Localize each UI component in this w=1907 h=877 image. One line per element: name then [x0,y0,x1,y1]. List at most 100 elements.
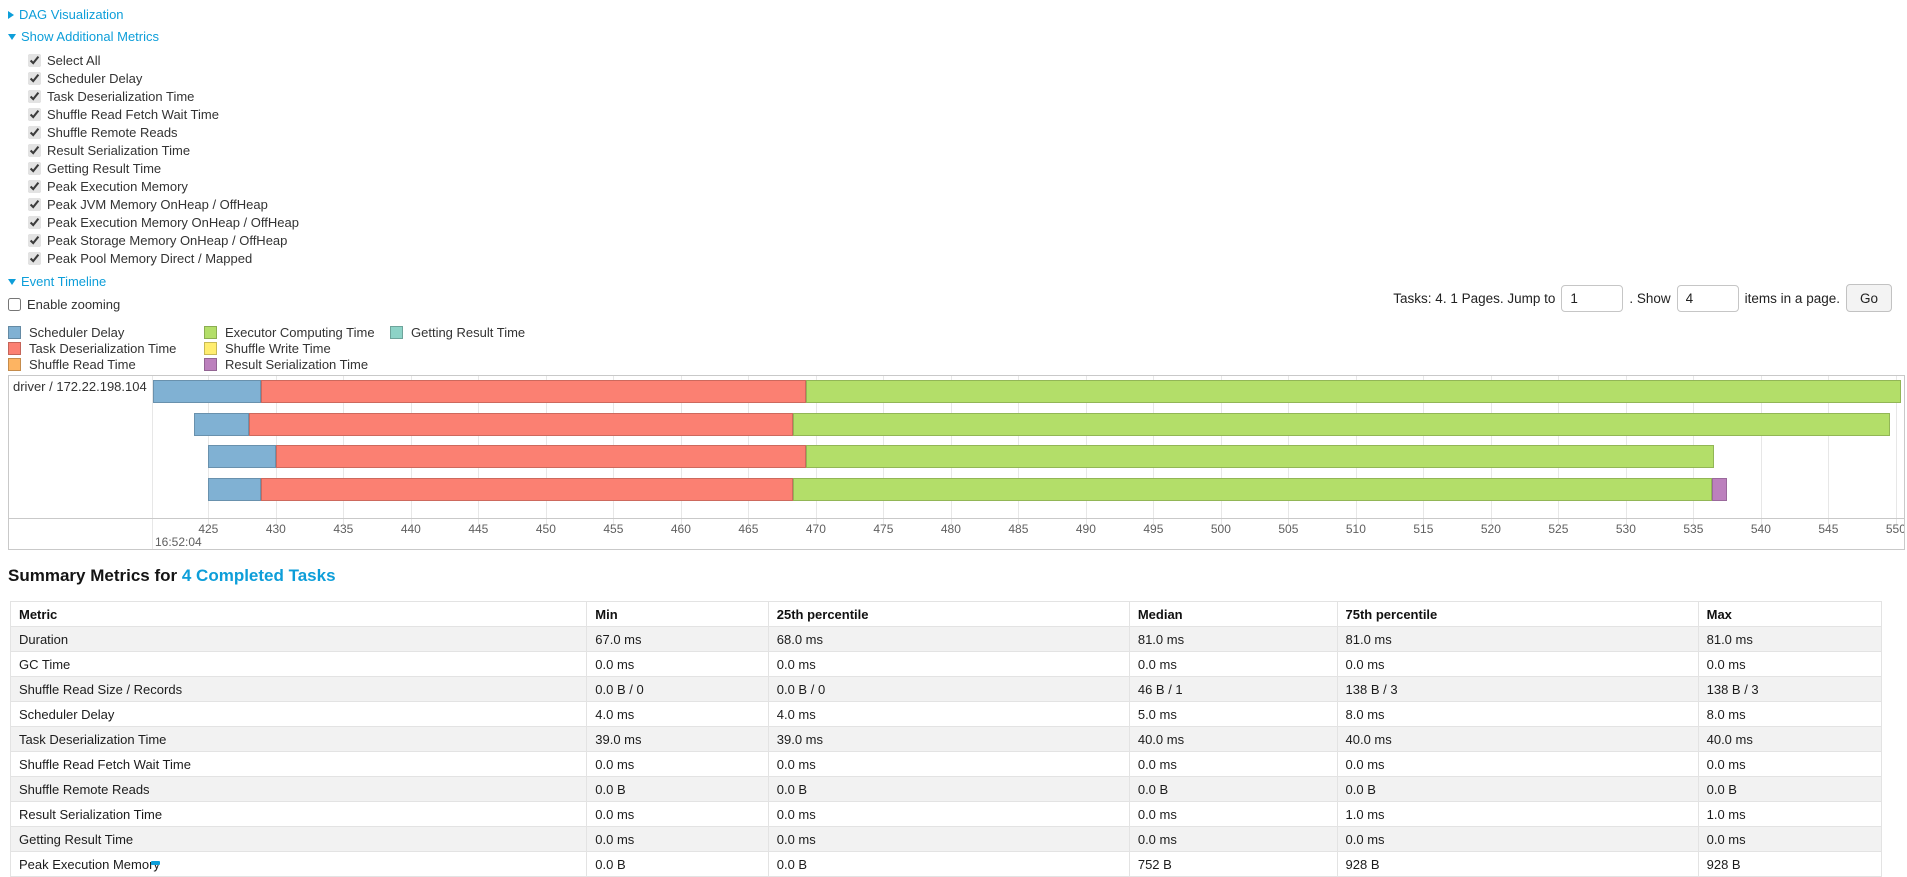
axis-tick-label: 515 [1413,522,1434,536]
summary-metric-value: 0.0 B [767,776,1130,802]
task-bar-segment-task-deserialization-time [275,445,807,469]
summary-column-header: 75th percentile [1336,601,1699,627]
task-bar-segment-executor-computing-time [806,445,1714,469]
completed-tasks-link[interactable]: 4 Completed Tasks [181,566,336,585]
summary-metric-value: 0.0 ms [1336,651,1699,677]
task-pagination: Tasks: 4. 1 Pages. Jump to . Show items … [1393,284,1892,312]
metric-checkbox-2[interactable] [28,89,41,103]
metric-checkbox-label: Getting Result Time [47,160,162,176]
axis-tick-mark [208,519,210,525]
legend-item: Shuffle Read Time [8,357,204,372]
show-additional-metrics-toggle[interactable]: Show Additional Metrics [8,29,1907,44]
metric-checkbox-6[interactable] [28,161,41,175]
legend-swatch-icon [204,341,217,355]
metric-checkbox-10[interactable] [28,233,41,247]
executor-group-label: driver / 172.22.198.104 [13,379,147,394]
go-button[interactable]: Go [1845,284,1892,312]
timeline-plot-area [153,376,1904,518]
axis-tick-label: 535 [1683,522,1704,536]
items-per-page-input[interactable] [1676,284,1739,312]
summary-metric-value: 0.0 ms [586,826,769,852]
jump-to-page-input[interactable] [1561,284,1624,312]
axis-tick-mark [1423,519,1425,525]
metric-checkbox-label: Shuffle Remote Reads [47,124,178,140]
task-bar-segment-task-deserialization-time [261,478,793,502]
summary-metric-value: 0.0 B [1336,776,1699,802]
metric-checkbox-4[interactable] [28,125,41,139]
summary-column-header: Median [1128,601,1338,627]
summary-metric-value: 0.0 ms [1697,826,1883,852]
event-timeline-link[interactable]: Event Timeline [21,274,107,289]
summary-table-row: Scheduler Delay 4.0 ms 4.0 ms 5.0 ms 8.0 ms 8… [9,701,1883,727]
stage-page-top-section: DAG Visualization Show Additional Metric… [0,0,1907,372]
summary-metric-value: 928 B [1697,851,1883,877]
axis-tick-mark [815,519,817,525]
summary-metric-name: Shuffle Read Fetch Wait Time [9,751,588,777]
summary-metric-value: 1.0 ms [1697,801,1883,827]
axis-tick-label: 545 [1818,522,1839,536]
metric-checkbox-label: Peak Storage Memory OnHeap / OffHeap [47,232,288,248]
axis-tick-mark [680,519,682,525]
enable-zooming-row: Enable zooming [8,296,1907,312]
axis-tick-label: 540 [1750,522,1771,536]
metric-checkbox-item: Shuffle Read Fetch Wait Time [28,105,1907,123]
summary-table-row: Shuffle Read Fetch Wait Time 0.0 ms 0.0 ms… [9,751,1883,777]
axis-tick-mark [748,519,750,525]
legend-item-label: Task Deserialization Time [29,340,177,356]
axis-tick-label: 505 [1278,522,1299,536]
summary-metric-value: 0.0 B [1128,776,1338,802]
summary-metric-value: 8.0 ms [1336,701,1699,727]
metric-checkbox-item: Select All [28,51,1907,69]
summary-table-header-row: Metric Min 25th percentile Median 75th perce… [9,601,1883,627]
metric-checkbox-7[interactable] [28,179,41,193]
enable-zooming-checkbox[interactable] [8,297,21,311]
legend-swatch-icon [8,341,21,355]
axis-tick-label: 550 [1885,522,1905,536]
show-additional-metrics-link[interactable]: Show Additional Metrics [21,29,160,44]
metric-checkbox-3[interactable] [28,107,41,121]
dag-visualization-link[interactable]: DAG Visualization [19,7,124,22]
summary-metric-name: Task Deserialization Time [9,726,588,752]
axis-gridline [1895,376,1897,518]
metric-checkbox-9[interactable] [28,215,41,229]
axis-tick-mark [1828,519,1830,525]
summary-metric-value: 0.0 B [586,776,769,802]
axis-tick-mark [1018,519,1020,525]
legend-item-label: Getting Result Time [411,324,526,340]
metric-checkbox-8[interactable] [28,197,41,211]
axis-tick-label: 450 [535,522,556,536]
metric-checkbox-item: Peak Execution Memory [28,177,1907,195]
axis-tick-label: 525 [1548,522,1569,536]
task-bar-segment-scheduler-delay [208,445,276,469]
metric-checkbox-label: Result Serialization Time [47,142,191,158]
dag-visualization-toggle[interactable]: DAG Visualization [8,7,1907,22]
metric-checkbox-11[interactable] [28,251,41,265]
axis-tick-mark [1355,519,1357,525]
metric-checkbox-item: Task Deserialization Time [28,87,1907,105]
axis-tick-mark [410,519,412,525]
axis-tick-mark [1895,519,1897,525]
axis-tick-label: 485 [1008,522,1029,536]
legend-item-label: Result Serialization Time [225,356,369,372]
event-timeline-toggle[interactable]: Event Timeline [8,274,1907,289]
summary-metric-name: Peak Execution Memory [9,851,588,877]
metric-checkbox-item: Scheduler Delay [28,69,1907,87]
summary-metric-value: 0.0 ms [1697,751,1883,777]
axis-tick-label: 510 [1345,522,1366,536]
axis-tick-label: 495 [1143,522,1164,536]
axis-tick-label: 425 [198,522,219,536]
metric-checkbox-1[interactable] [28,71,41,85]
metric-checkbox-5[interactable] [28,143,41,157]
axis-tick-mark [1558,519,1560,525]
axis-tick-label: 440 [400,522,421,536]
legend-swatch-icon [8,357,21,371]
metric-checkbox-0[interactable] [28,53,41,67]
summary-metric-value: 5.0 ms [1128,701,1338,727]
timeline-legend: Scheduler Delay Task Deserialization Time… [8,324,628,372]
summary-heading-prefix: Summary Metrics for [8,566,178,585]
summary-metric-name: Getting Result Time [9,826,588,852]
summary-metric-name: GC Time [9,651,588,677]
summary-metric-value: 0.0 B [1697,776,1883,802]
summary-metric-name: Result Serialization Time [9,801,588,827]
summary-metric-value: 0.0 ms [1128,651,1338,677]
